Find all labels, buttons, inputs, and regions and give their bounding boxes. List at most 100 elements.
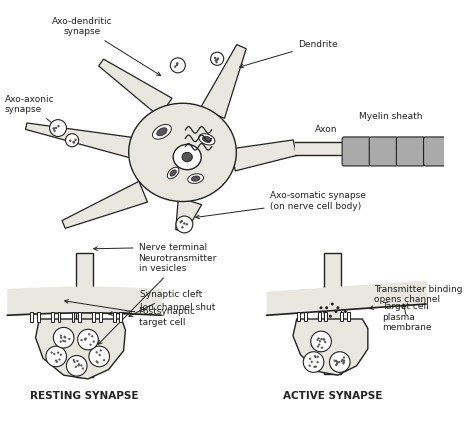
Circle shape [90, 344, 91, 346]
Bar [340, 311, 343, 321]
Polygon shape [76, 253, 92, 377]
Circle shape [72, 141, 75, 144]
Bar [72, 311, 74, 322]
Circle shape [60, 337, 63, 339]
Circle shape [75, 366, 77, 368]
Ellipse shape [170, 170, 176, 176]
Circle shape [54, 328, 74, 348]
Circle shape [309, 358, 311, 360]
Circle shape [74, 139, 77, 141]
Circle shape [60, 354, 62, 356]
Circle shape [103, 359, 105, 361]
Circle shape [53, 127, 55, 130]
Text: Ion channel shut: Ion channel shut [109, 302, 216, 315]
Circle shape [174, 66, 176, 68]
Ellipse shape [129, 103, 237, 201]
Circle shape [318, 343, 320, 346]
Circle shape [341, 359, 344, 361]
Circle shape [64, 336, 65, 338]
Circle shape [317, 361, 319, 363]
Circle shape [317, 356, 319, 358]
Circle shape [68, 338, 71, 340]
Circle shape [97, 361, 99, 364]
Bar [324, 311, 327, 321]
Circle shape [215, 59, 218, 61]
Circle shape [319, 340, 321, 343]
Circle shape [342, 362, 345, 365]
Circle shape [317, 345, 319, 348]
Circle shape [176, 62, 178, 65]
Polygon shape [167, 167, 179, 179]
Circle shape [334, 360, 336, 362]
Circle shape [344, 310, 347, 313]
Circle shape [54, 130, 56, 132]
Circle shape [323, 339, 325, 341]
Circle shape [314, 356, 317, 358]
Polygon shape [36, 319, 126, 379]
Circle shape [309, 365, 311, 367]
Text: Axon: Axon [314, 125, 337, 134]
Circle shape [338, 361, 340, 363]
Text: Target cell
plasma
membrane: Target cell plasma membrane [382, 302, 431, 332]
Circle shape [343, 361, 345, 363]
Ellipse shape [173, 144, 201, 170]
Circle shape [217, 58, 219, 60]
Circle shape [55, 361, 58, 363]
Circle shape [322, 338, 325, 340]
Bar [51, 311, 54, 322]
Circle shape [325, 306, 328, 309]
Circle shape [318, 337, 320, 340]
Circle shape [176, 63, 178, 65]
Circle shape [53, 353, 55, 355]
Circle shape [314, 355, 316, 357]
Ellipse shape [157, 128, 167, 136]
Circle shape [181, 226, 184, 229]
Polygon shape [62, 181, 147, 228]
Polygon shape [324, 253, 341, 374]
Polygon shape [188, 174, 203, 184]
Circle shape [89, 346, 109, 367]
Bar [99, 311, 101, 322]
Circle shape [84, 338, 86, 340]
Bar [304, 311, 307, 321]
Text: Axo-dendritic
synapse: Axo-dendritic synapse [52, 17, 161, 75]
Circle shape [335, 310, 337, 313]
Circle shape [92, 340, 95, 343]
Circle shape [176, 64, 178, 66]
Circle shape [84, 338, 86, 340]
Bar [78, 311, 81, 322]
Circle shape [318, 316, 321, 319]
Circle shape [216, 58, 219, 60]
Circle shape [81, 339, 82, 341]
Text: Nerve terminal: Nerve terminal [94, 243, 207, 252]
Circle shape [65, 134, 79, 147]
Polygon shape [293, 319, 368, 375]
FancyBboxPatch shape [342, 137, 371, 166]
Circle shape [176, 216, 193, 233]
Bar [347, 311, 350, 321]
Text: Neurotransmitter
in vesicles: Neurotransmitter in vesicles [98, 254, 217, 344]
Circle shape [62, 340, 64, 342]
Circle shape [329, 352, 350, 372]
FancyBboxPatch shape [369, 137, 398, 166]
Ellipse shape [202, 136, 211, 142]
Circle shape [85, 337, 87, 340]
Polygon shape [176, 197, 201, 233]
Bar [30, 311, 33, 322]
Circle shape [77, 365, 80, 367]
Circle shape [58, 358, 61, 361]
Circle shape [323, 311, 326, 314]
Circle shape [324, 341, 326, 343]
Circle shape [78, 363, 80, 366]
Circle shape [331, 302, 334, 305]
Bar [318, 311, 320, 321]
Bar [37, 311, 40, 322]
Circle shape [82, 367, 84, 370]
FancyBboxPatch shape [396, 137, 425, 166]
Circle shape [335, 364, 337, 366]
Circle shape [55, 127, 57, 129]
Circle shape [57, 351, 59, 354]
Circle shape [216, 61, 218, 63]
Circle shape [183, 222, 185, 225]
Text: RESTING SYNAPSE: RESTING SYNAPSE [30, 391, 138, 401]
